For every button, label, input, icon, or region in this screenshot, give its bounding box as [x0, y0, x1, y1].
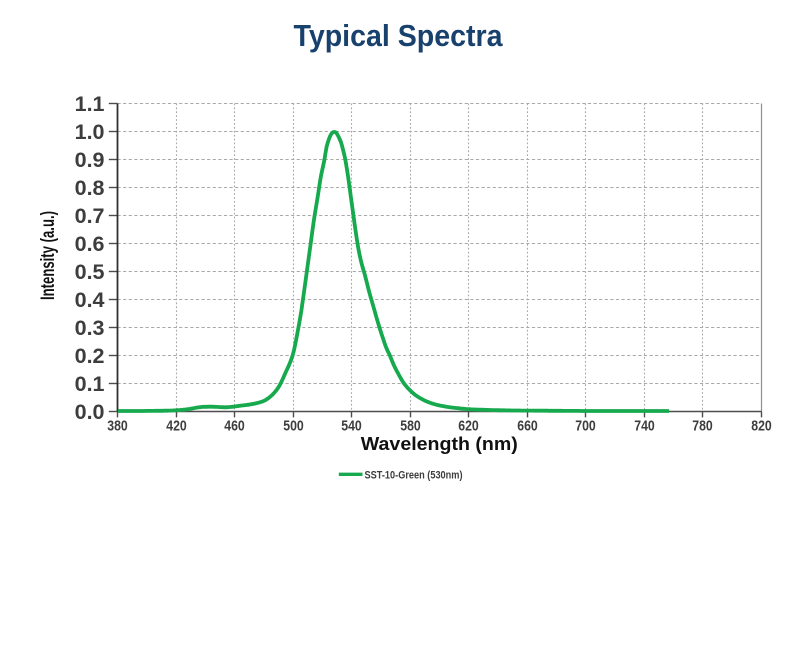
svg-text:380: 380 [107, 419, 128, 435]
svg-text:Typical Spectra: Typical Spectra [294, 19, 504, 53]
svg-text:580: 580 [400, 419, 421, 435]
svg-text:0.2: 0.2 [75, 344, 105, 368]
svg-text:660: 660 [517, 419, 538, 435]
svg-text:0.9: 0.9 [75, 148, 105, 172]
svg-text:420: 420 [166, 419, 187, 435]
svg-text:1.1: 1.1 [75, 92, 105, 116]
svg-text:0.4: 0.4 [75, 288, 105, 312]
svg-text:620: 620 [458, 419, 479, 435]
svg-text:740: 740 [634, 419, 655, 435]
svg-text:0.6: 0.6 [75, 232, 105, 256]
svg-text:820: 820 [751, 419, 772, 435]
svg-text:0.5: 0.5 [75, 260, 105, 284]
svg-text:460: 460 [224, 419, 245, 435]
svg-text:700: 700 [575, 419, 596, 435]
svg-text:1.0: 1.0 [75, 120, 105, 144]
svg-text:780: 780 [692, 419, 713, 435]
svg-text:0.1: 0.1 [75, 372, 105, 396]
svg-text:SST-10-Green (530nm): SST-10-Green (530nm) [365, 470, 463, 482]
svg-text:500: 500 [283, 419, 304, 435]
svg-text:0.0: 0.0 [75, 400, 105, 424]
svg-text:540: 540 [341, 419, 362, 435]
svg-text:Intensity (a.u.): Intensity (a.u.) [38, 211, 59, 300]
svg-text:0.8: 0.8 [75, 176, 105, 200]
svg-text:0.3: 0.3 [75, 316, 105, 340]
svg-text:0.7: 0.7 [75, 204, 105, 228]
svg-text:Wavelength (nm): Wavelength (nm) [361, 434, 518, 454]
